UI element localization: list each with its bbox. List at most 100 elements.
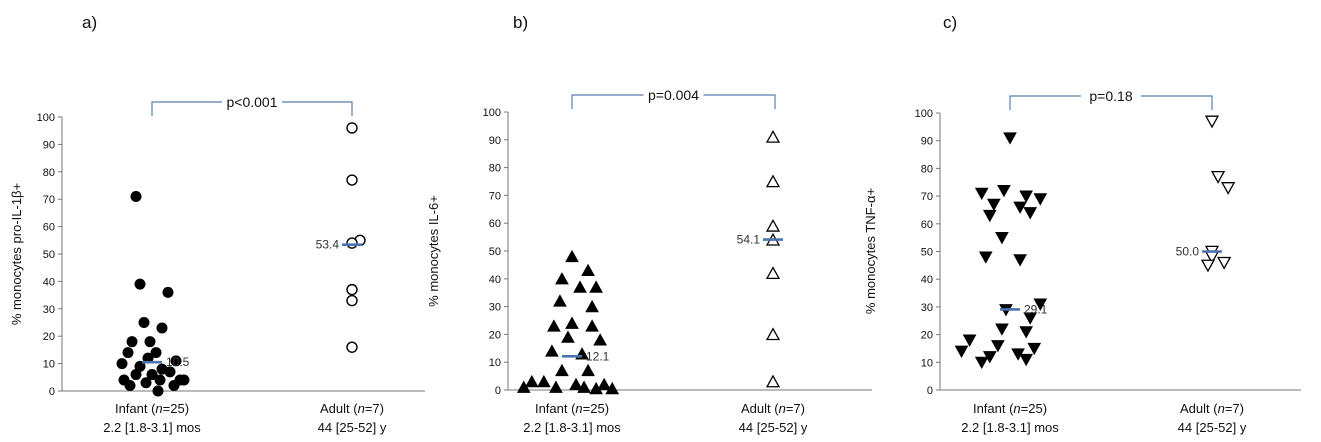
category-sublabel: 2.2 [1.8-3.1] mos xyxy=(103,420,201,435)
category-label: Adult (n=7) xyxy=(320,401,384,416)
data-point xyxy=(130,190,142,202)
data-point xyxy=(765,129,781,143)
data-point xyxy=(962,334,977,347)
y-tick-label: 100 xyxy=(915,108,933,120)
p-value-bg xyxy=(222,93,282,111)
p-value: p=0.004 xyxy=(648,87,699,103)
y-tick-label: 50 xyxy=(921,247,933,259)
y-tick-label: 10 xyxy=(921,357,933,369)
y-tick-label: 90 xyxy=(921,136,933,148)
data-point xyxy=(585,299,599,313)
y-tick-label: 80 xyxy=(489,163,501,175)
data-point xyxy=(162,286,174,298)
data-point xyxy=(765,266,781,279)
p-value: p=0.18 xyxy=(1089,88,1132,104)
data-point xyxy=(168,380,180,392)
y-tick-label: 30 xyxy=(489,302,501,314)
data-point xyxy=(1033,298,1048,311)
data-point xyxy=(565,249,579,263)
y-axis-label: % monocytes IL-6+ xyxy=(426,195,441,307)
y-tick-label: 40 xyxy=(489,274,501,286)
data-point xyxy=(146,369,158,381)
series-infant: 12.1 xyxy=(516,249,620,395)
data-point xyxy=(1033,193,1048,206)
median-label: 10.5 xyxy=(166,355,190,369)
data-point xyxy=(593,333,607,346)
y-tick-label: 60 xyxy=(43,222,55,234)
y-axis-label: % monocytes TNF-α+ xyxy=(863,188,878,314)
median-label: 53.4 xyxy=(316,238,340,252)
data-point xyxy=(974,356,989,370)
y-tick-label: 10 xyxy=(43,359,55,371)
data-point xyxy=(765,327,781,341)
data-point xyxy=(577,380,591,393)
data-point xyxy=(138,317,150,328)
panel-1: a) 0 10 20 30 40 50 60 70 80 90 100 % monocytes pro-… xyxy=(9,13,425,435)
data-point xyxy=(346,294,358,307)
y-axis-label: % monocytes pro-IL-1β+ xyxy=(9,183,24,325)
data-point xyxy=(140,377,152,389)
data-point xyxy=(144,336,156,348)
median-label: 54.1 xyxy=(737,233,761,247)
data-point xyxy=(1204,115,1220,129)
data-point xyxy=(346,283,358,296)
data-point xyxy=(170,355,182,367)
data-point xyxy=(589,381,603,395)
data-point xyxy=(1221,182,1236,195)
data-point xyxy=(995,232,1009,245)
data-point xyxy=(555,363,569,377)
category-sublabel: 44 [25-52] y xyxy=(318,420,387,435)
y-tick-label: 60 xyxy=(921,219,933,231)
median-label: 50.0 xyxy=(1176,245,1200,259)
data-point xyxy=(547,319,561,332)
panel-letter: c) xyxy=(943,13,957,32)
data-point xyxy=(152,385,164,397)
category-sublabel: 44 [25-52] y xyxy=(739,420,808,435)
data-point xyxy=(346,341,358,353)
data-point xyxy=(765,374,781,388)
y-tick-label: 40 xyxy=(921,274,933,286)
y-tick-label: 90 xyxy=(489,135,501,147)
data-point xyxy=(581,363,595,377)
y-tick-label: 60 xyxy=(489,218,501,230)
data-point xyxy=(974,187,989,201)
data-point xyxy=(995,323,1009,336)
category-label: Adult (n=7) xyxy=(741,401,805,416)
data-point xyxy=(765,218,781,232)
category-label: Infant (n=25) xyxy=(115,401,189,416)
data-point xyxy=(991,340,1005,353)
panel-3: c) 0 10 20 30 40 50 60 70 80 90 100 % monocytes TNF-… xyxy=(863,13,1301,435)
data-point xyxy=(1217,256,1232,270)
panel-letter: a) xyxy=(82,13,97,32)
category-sublabel: 2.2 [1.8-3.1] mos xyxy=(961,420,1059,435)
data-point xyxy=(130,369,142,381)
series-infant: 10.5 xyxy=(116,190,190,397)
data-point xyxy=(1013,254,1027,267)
data-point xyxy=(346,122,358,134)
data-point xyxy=(954,345,969,358)
data-point xyxy=(553,294,567,307)
data-point xyxy=(585,319,599,332)
y-tick-label: 80 xyxy=(43,167,55,179)
y-tick-label: 0 xyxy=(927,385,933,397)
data-point xyxy=(765,174,781,188)
category-label: Infant (n=25) xyxy=(535,401,609,416)
y-tick-label: 10 xyxy=(489,357,501,369)
data-point xyxy=(982,209,997,223)
y-tick-label: 50 xyxy=(43,249,55,261)
median-label: 29.1 xyxy=(1024,302,1048,316)
data-point xyxy=(555,272,569,285)
y-tick-label: 50 xyxy=(489,246,501,258)
data-point xyxy=(545,344,559,357)
data-point xyxy=(516,380,531,393)
data-point xyxy=(122,347,134,359)
y-tick-label: 20 xyxy=(921,330,933,342)
data-point xyxy=(549,380,563,393)
data-point xyxy=(116,358,128,370)
y-tick-label: 70 xyxy=(921,191,933,203)
data-point xyxy=(134,278,146,290)
y-tick-label: 90 xyxy=(43,139,55,151)
y-tick-label: 70 xyxy=(43,194,55,206)
data-point xyxy=(1019,326,1034,339)
